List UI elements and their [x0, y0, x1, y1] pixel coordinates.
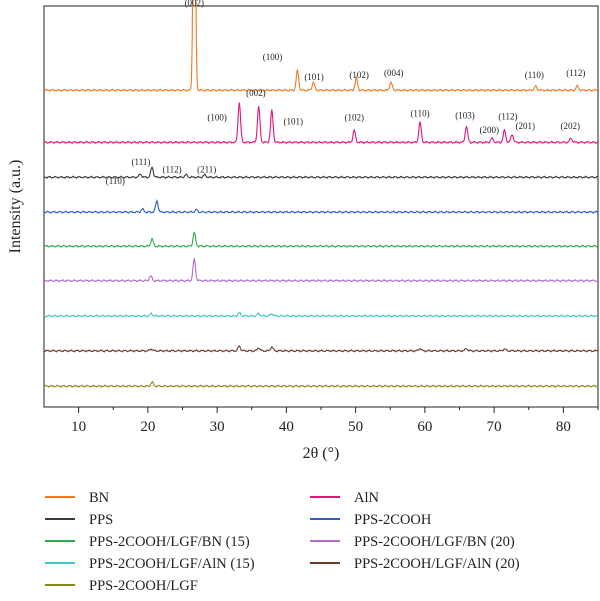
- legend-label: PPS-2COOH/LGF/BN (15): [89, 534, 250, 550]
- peak-label: (112): [163, 164, 182, 174]
- legend-item: PPS: [45, 512, 113, 528]
- x-tick-label: 80: [556, 419, 571, 435]
- peak-label: (202): [561, 121, 581, 131]
- x-tick-label: 40: [279, 419, 294, 435]
- series-line: [43, 166, 599, 180]
- peak-label: (112): [566, 68, 585, 78]
- series-line: [43, 0, 599, 92]
- x-tick-label: 30: [210, 419, 225, 435]
- x-tick-label: 10: [71, 419, 86, 435]
- legend-label: AlN: [354, 490, 380, 506]
- peak-label: (101): [304, 72, 324, 82]
- peak-label: (110): [525, 70, 544, 80]
- peak-label: (002): [246, 88, 266, 98]
- peak-label: (110): [410, 108, 429, 118]
- x-tick-label: 70: [487, 419, 502, 435]
- annotation-layer: (002) (100) (101) (102) (004) (110) (112) (100)…: [106, 0, 586, 186]
- peak-label: (101): [284, 116, 304, 126]
- x-tick-label: 50: [348, 419, 363, 435]
- legend-item: PPS-2COOH: [310, 512, 432, 528]
- x-tick-label: 20: [140, 419, 155, 435]
- peak-label: (002): [185, 0, 205, 8]
- legend-item: PPS-2COOH/LGF: [45, 578, 198, 594]
- legend-item: BN: [45, 490, 110, 506]
- peak-label: (102): [349, 70, 369, 80]
- legend-label: PPS-2COOH/LGF/BN (20): [354, 534, 515, 550]
- legend-item: PPS-2COOH/LGF/BN (20): [310, 534, 515, 550]
- y-axis-title: Intensity (a.u.): [7, 160, 24, 254]
- legend-label: PPS-2COOH/LGF/AlN (20): [354, 556, 520, 572]
- plot-area: [43, 5, 599, 408]
- peak-label: (100): [207, 112, 227, 122]
- series-line: [43, 102, 599, 145]
- peak-label: (200): [480, 125, 500, 135]
- peak-label: (103): [455, 110, 475, 120]
- peak-label: (110): [106, 176, 125, 186]
- x-tick-label: 60: [417, 419, 432, 435]
- peak-label: (211): [197, 164, 216, 174]
- series-line: [43, 258, 599, 283]
- plot-frame: [43, 5, 599, 408]
- legend-item: AlN: [310, 490, 380, 506]
- legend-item: PPS-2COOH/LGF/BN (15): [45, 534, 250, 550]
- legend-item: PPS-2COOH/LGF/AlN (15): [45, 556, 255, 572]
- peak-label: (112): [498, 111, 517, 121]
- series-line: [43, 311, 599, 318]
- peak-label: (201): [516, 121, 536, 131]
- series-line: [43, 381, 599, 388]
- axis-layer: 10 20 30 40 50 60 70 80: [71, 407, 599, 435]
- series-layer: [43, 0, 599, 388]
- peak-label: (004): [384, 68, 404, 78]
- series-line: [43, 198, 599, 214]
- peak-label: (111): [132, 157, 151, 167]
- legend-label: PPS: [89, 512, 113, 528]
- legend-label: PPS-2COOH: [354, 512, 432, 528]
- series-line: [43, 231, 599, 248]
- series-line: [43, 344, 599, 353]
- peak-label: (102): [344, 112, 364, 122]
- peak-label: (100): [263, 52, 283, 62]
- legend-label: PPS-2COOH/LGF: [89, 578, 198, 594]
- x-axis-title: 2θ (°): [303, 445, 340, 462]
- legend-label: PPS-2COOH/LGF/AlN (15): [89, 556, 255, 572]
- legend: BN AlN PPS PPS-2COOH PPS-2COOH/LGF/BN (15) PP…: [45, 490, 520, 594]
- legend-item: PPS-2COOH/LGF/AlN (20): [310, 556, 520, 572]
- legend-label: BN: [89, 490, 110, 506]
